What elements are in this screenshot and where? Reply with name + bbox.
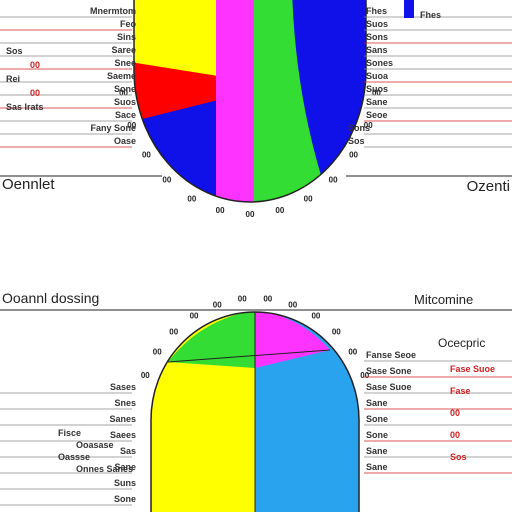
rim-tick-label: 00 [348,348,357,357]
right-leader-label: Sane [366,398,388,408]
right-leader-label: Sane [366,97,388,107]
rim-tick-label: 00 [119,89,128,98]
left-legend-label: Fisce [58,428,81,438]
rim-tick-label: 00 [127,121,136,130]
left-leader-label: Sins [117,32,136,42]
rim-tick-label: 00 [329,175,338,184]
left-leader-label: Sanes [109,414,136,424]
left-leader-label: Sone [114,494,136,504]
left-leader-label: Saees [110,430,136,440]
left-leader-label: Sas [120,446,136,456]
left-legend-label: Oassse [58,452,90,462]
right-leader-label: Sones [366,58,393,68]
left-leader-label: Suns [114,478,136,488]
left-legend-label: Ooasase [76,440,114,450]
left-leader-label: Snee [114,58,136,68]
right-legend-label: Sos [450,452,467,462]
left-leader-label: Saeme [107,71,136,81]
right-legend-label: 00 [450,408,460,418]
rim-tick-label: 00 [349,151,358,160]
legend-swatch [404,0,414,18]
right-legend-label: 00 [450,430,460,440]
pie-slice [168,312,255,368]
slice-divider [167,349,331,363]
rim-tick-label: 00 [142,151,151,160]
pie-chart-top: 00 00 00 00 00 00 00 00 00 00 00 00 00 Mnermtom Feo Sin… [0,0,512,219]
rim-tick-label: 00 [141,371,150,380]
rim-tick-label: 00 [246,210,255,219]
pie-slice [134,62,218,122]
right-leader-label: Sans [366,45,388,55]
right-leader-label: Sos [348,136,365,146]
rim-tick-label: 00 [364,121,373,130]
pie-outline [133,0,367,203]
rim-tick-label: 00 [360,371,369,380]
header-left-bottom: Ooannl dossing [2,290,100,306]
left-leader-label: Mnermtom [90,6,136,16]
right-leader-label: Sase Sone [366,366,412,376]
right-legend-label: Fase [450,386,471,396]
rim-tick-label: 00 [216,206,225,215]
rim-tick-label: 00 [238,295,247,304]
rim-tick-label: 00 [304,194,313,203]
right-leader-label: Suos [366,19,388,29]
left-leader-label: Sace [115,110,136,120]
rim-tick-label: 00 [213,300,222,309]
left-leader-label: Suos [114,97,136,107]
rim-tick-label: 00 [162,175,171,184]
header-right-bottom: Mitcomine [414,292,474,307]
right-leader-label: Suos [366,84,388,94]
rim-tick-label: 00 [263,295,272,304]
right-leader-label: Sane [366,446,388,456]
right-leader-label: Fanse Seoe [366,350,416,360]
rim-tick-label: 00 [311,312,320,321]
left-leader-label: Sases [110,382,136,392]
right-leader-label: Fhes [366,6,387,16]
subheader-right-bottom: Ocecpric [438,336,486,350]
left-leader-label: Saree [111,45,136,55]
rim-tick-label: 00 [275,206,284,215]
left-leader-label: Feo [120,19,137,29]
right-leader-label: Sone [366,414,388,424]
left-leader-label: Fany Sone [90,123,136,133]
left-legend-label: Onnes Sanes [76,464,133,474]
left-legend-label: 00 [30,60,40,70]
left-legend-label: Sos [6,46,23,56]
rim-tick-label: 00 [187,194,196,203]
rim-tick-label: 00 [288,300,297,309]
header-right-top: Ozenti [466,178,510,195]
rim-tick-label: 00 [153,348,162,357]
rim-tick-label: 00 [190,312,199,321]
right-leader-label: Sons [348,123,370,133]
rim-tick-label: 00 [372,89,381,98]
rim-tick-label: 00 [332,328,341,337]
right-leader-label: Sase Suoe [366,382,412,392]
left-legend-label: Rei [6,74,20,84]
left-leader-label: Snes [114,398,136,408]
right-leader-label: Suoa [366,71,389,81]
right-leader-label: Seoe [366,110,388,120]
rim-tick-label: 00 [169,328,178,337]
right-leader-label: Sons [366,32,388,42]
right-leader-label: Sone [366,430,388,440]
right-legend-label: Fase Suoe [450,364,495,374]
header-left-top: Oennlet [2,176,55,193]
right-legend-label: Fhes [420,10,441,20]
left-legend-label: Sas Irats [6,102,44,112]
pie-chart-bottom: 00 00 00 00 00 00 00 00 00 00 00 00 Sases Snes Sanes Sa… [0,295,512,512]
left-legend-label: 00 [30,88,40,98]
left-leader-label: Oase [114,136,136,146]
left-leader-label: Sone [114,84,136,94]
right-leader-label: Sane [366,462,388,472]
left-leader-label: Sane [114,462,136,472]
pie-slice [216,0,256,202]
